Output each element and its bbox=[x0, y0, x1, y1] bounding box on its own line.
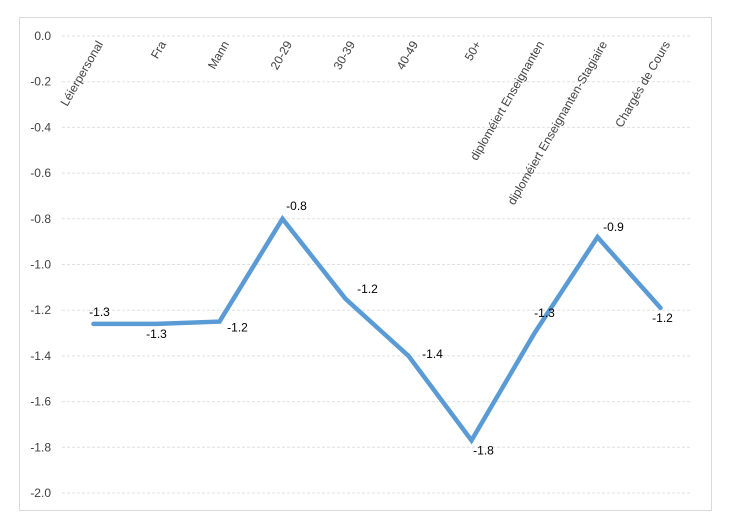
category-label: 50+ bbox=[462, 39, 484, 64]
y-axis-ticks: 0.0 -0.2 -0.4 -0.6 -0.8 -1.0 -1.2 -1.4 -1.6 -1.8 -… bbox=[30, 29, 51, 500]
y-tick-label: -1.2 bbox=[30, 303, 51, 317]
y-tick-label: 0.0 bbox=[34, 29, 51, 43]
y-tick-label: -0.6 bbox=[30, 166, 51, 180]
category-label: Chargés de Cours bbox=[612, 39, 673, 130]
data-label: -1.2 bbox=[357, 282, 378, 296]
gridlines bbox=[62, 35, 692, 494]
data-label: -1.8 bbox=[473, 443, 494, 457]
data-label: -1.3 bbox=[146, 327, 167, 341]
category-label: Léierpersonal bbox=[58, 39, 106, 109]
category-label: Fra bbox=[148, 38, 169, 61]
y-tick-label: -0.8 bbox=[30, 212, 51, 226]
y-tick-label: -0.4 bbox=[30, 120, 51, 134]
y-tick-label: -1.6 bbox=[30, 395, 51, 409]
series-line bbox=[91, 214, 663, 445]
category-label: 20-29 bbox=[268, 38, 296, 72]
series-lines bbox=[91, 214, 663, 445]
data-label: -0.9 bbox=[603, 220, 624, 234]
y-tick-label: -1.8 bbox=[30, 440, 51, 454]
y-tick-label: -2.0 bbox=[30, 486, 51, 500]
y-tick-label: -1.4 bbox=[30, 349, 51, 363]
data-labels: -1.3 -1.3 -1.2 -0.8 -1.2 -1.4 -1.8 -1.3 -0.9 -1.2 bbox=[89, 199, 673, 458]
y-tick-label: -0.2 bbox=[30, 75, 51, 89]
category-label: diploméiert Enseignanten bbox=[467, 38, 547, 162]
data-label: -1.3 bbox=[89, 305, 110, 319]
data-label: -1.2 bbox=[227, 321, 248, 335]
y-tick-label: -1.0 bbox=[30, 258, 51, 272]
data-label: -0.8 bbox=[286, 199, 307, 213]
category-label: 30-39 bbox=[331, 38, 359, 72]
data-label: -1.4 bbox=[422, 347, 443, 361]
data-label: -1.2 bbox=[652, 311, 673, 325]
category-label: 40-49 bbox=[394, 38, 422, 72]
data-label: -1.3 bbox=[534, 306, 555, 320]
category-labels: Léierpersonal Fra Mann 20-29 30-39 40-49 50+di… bbox=[58, 38, 673, 207]
category-label: Mann bbox=[205, 39, 232, 72]
